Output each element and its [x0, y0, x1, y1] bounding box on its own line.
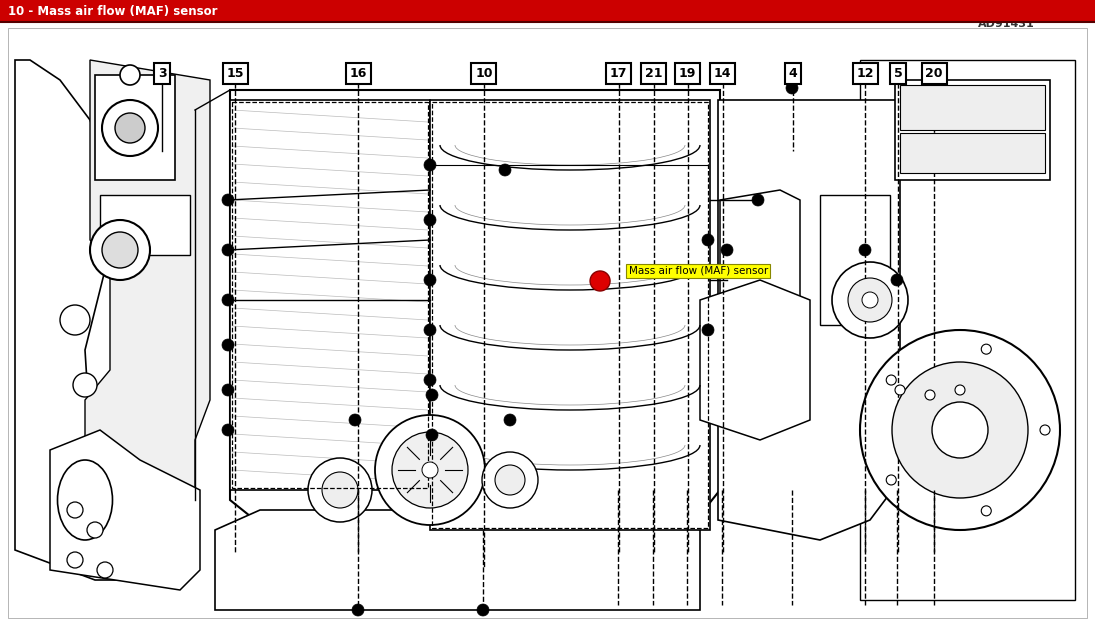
Circle shape — [424, 214, 436, 226]
Circle shape — [477, 604, 489, 616]
Bar — [430, 100, 710, 530]
Circle shape — [222, 194, 234, 206]
Bar — [100, 195, 191, 255]
Circle shape — [981, 506, 991, 516]
Circle shape — [374, 415, 485, 525]
Text: 17: 17 — [610, 67, 627, 80]
Bar — [820, 195, 890, 325]
Circle shape — [981, 344, 991, 354]
Circle shape — [222, 244, 234, 256]
Circle shape — [1040, 425, 1050, 435]
Circle shape — [860, 330, 1060, 530]
Circle shape — [351, 604, 364, 616]
Text: 16: 16 — [349, 67, 367, 80]
Polygon shape — [700, 280, 810, 440]
Text: Mass air flow (MAF) sensor: Mass air flow (MAF) sensor — [629, 266, 768, 276]
Polygon shape — [50, 430, 200, 590]
Circle shape — [892, 362, 1028, 498]
Circle shape — [73, 373, 97, 397]
Circle shape — [886, 375, 896, 385]
Polygon shape — [718, 100, 900, 540]
Circle shape — [222, 294, 234, 306]
Polygon shape — [85, 60, 210, 540]
Text: AD91431: AD91431 — [978, 19, 1035, 29]
Circle shape — [955, 385, 965, 395]
Circle shape — [886, 475, 896, 485]
Text: 21: 21 — [645, 67, 662, 80]
Circle shape — [858, 244, 871, 256]
Bar — [0, 0, 1095, 22]
Text: 5: 5 — [894, 67, 902, 80]
Bar — [900, 133, 1045, 173]
Circle shape — [499, 164, 511, 176]
Polygon shape — [215, 510, 700, 610]
Bar — [900, 85, 1045, 130]
Polygon shape — [95, 75, 175, 180]
Text: 14: 14 — [714, 67, 731, 80]
Circle shape — [115, 113, 145, 143]
Circle shape — [349, 414, 361, 426]
Text: 10: 10 — [475, 67, 493, 80]
Circle shape — [222, 384, 234, 396]
Circle shape — [222, 424, 234, 436]
Circle shape — [426, 429, 438, 441]
Circle shape — [97, 562, 113, 578]
Bar — [232, 102, 428, 488]
Circle shape — [862, 292, 878, 308]
Circle shape — [752, 194, 764, 206]
Circle shape — [786, 82, 798, 94]
Circle shape — [424, 159, 436, 171]
Text: 15: 15 — [227, 67, 244, 80]
Circle shape — [925, 390, 935, 400]
Circle shape — [426, 389, 438, 401]
Text: 19: 19 — [679, 67, 696, 80]
Circle shape — [102, 100, 158, 156]
Circle shape — [932, 402, 988, 458]
Circle shape — [60, 305, 90, 335]
Circle shape — [392, 432, 468, 508]
Circle shape — [482, 452, 538, 508]
Circle shape — [120, 65, 140, 85]
Circle shape — [721, 244, 733, 256]
Circle shape — [495, 465, 525, 495]
Polygon shape — [230, 90, 721, 540]
Circle shape — [102, 232, 138, 268]
Circle shape — [424, 324, 436, 336]
Bar — [230, 100, 430, 490]
Text: 4: 4 — [788, 67, 797, 80]
Circle shape — [87, 522, 103, 538]
Circle shape — [90, 220, 150, 280]
Circle shape — [67, 502, 83, 518]
Circle shape — [322, 472, 358, 508]
Circle shape — [422, 462, 438, 478]
Circle shape — [848, 278, 892, 322]
Bar — [433, 102, 708, 528]
Circle shape — [504, 414, 516, 426]
Polygon shape — [15, 60, 145, 580]
Circle shape — [308, 458, 372, 522]
Circle shape — [891, 274, 903, 286]
Circle shape — [832, 262, 908, 338]
Bar — [895, 80, 1050, 180]
Circle shape — [702, 234, 714, 246]
Circle shape — [424, 374, 436, 386]
Ellipse shape — [58, 460, 113, 540]
Circle shape — [702, 324, 714, 336]
Text: 20: 20 — [925, 67, 943, 80]
Polygon shape — [721, 190, 800, 370]
Text: 3: 3 — [158, 67, 166, 80]
Circle shape — [590, 271, 610, 291]
Polygon shape — [860, 60, 1075, 600]
Circle shape — [67, 552, 83, 568]
Circle shape — [895, 385, 904, 395]
Circle shape — [424, 274, 436, 286]
Circle shape — [222, 339, 234, 351]
Text: 10 - Mass air flow (MAF) sensor: 10 - Mass air flow (MAF) sensor — [8, 4, 218, 18]
Text: 12: 12 — [856, 67, 874, 80]
